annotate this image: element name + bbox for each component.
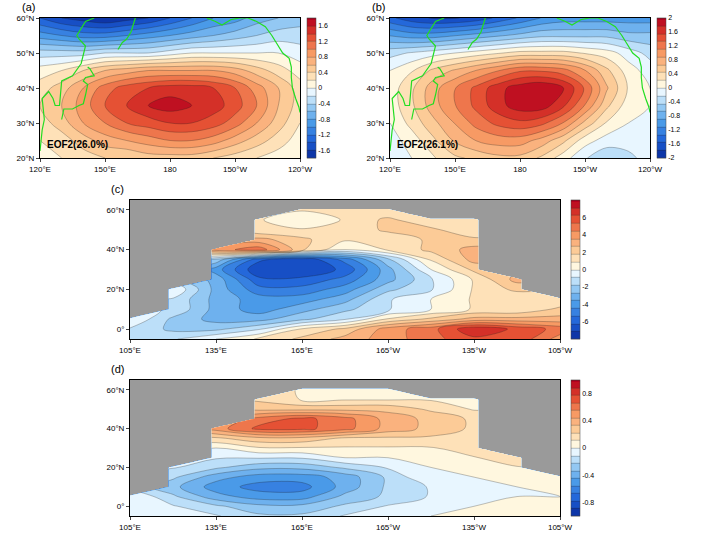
- svg-text:20°N: 20°N: [107, 463, 125, 472]
- svg-text:165°E: 165°E: [291, 523, 313, 532]
- svg-text:0°: 0°: [117, 502, 125, 511]
- svg-text:60°N: 60°N: [107, 386, 125, 395]
- svg-text:20°N: 20°N: [367, 154, 385, 163]
- svg-text:0.4: 0.4: [668, 70, 678, 77]
- svg-text:-0.8: -0.8: [318, 116, 330, 123]
- svg-text:(c): (c): [111, 183, 124, 195]
- svg-text:180: 180: [163, 165, 177, 174]
- svg-text:(a): (a): [22, 1, 35, 13]
- svg-text:30°N: 30°N: [17, 119, 35, 128]
- svg-text:-1.2: -1.2: [668, 126, 680, 133]
- svg-text:165°W: 165°W: [376, 523, 401, 532]
- svg-text:40°N: 40°N: [107, 424, 125, 433]
- svg-text:40°N: 40°N: [367, 84, 385, 93]
- svg-text:20°N: 20°N: [107, 285, 125, 294]
- svg-text:0: 0: [582, 266, 586, 273]
- svg-text:-0.8: -0.8: [582, 499, 594, 506]
- svg-text:120°E: 120°E: [29, 165, 51, 174]
- svg-text:0.4: 0.4: [582, 417, 592, 424]
- svg-text:1.6: 1.6: [668, 28, 678, 35]
- svg-text:EOF2(26.0%): EOF2(26.0%): [47, 139, 108, 150]
- svg-text:150°W: 150°W: [573, 165, 598, 174]
- svg-text:60°N: 60°N: [107, 206, 125, 215]
- svg-text:-0.8: -0.8: [668, 112, 680, 119]
- svg-text:105°E: 105°E: [119, 523, 141, 532]
- svg-text:-4: -4: [582, 301, 588, 308]
- svg-text:40°N: 40°N: [107, 245, 125, 254]
- svg-text:-2: -2: [668, 154, 674, 161]
- svg-text:150°E: 150°E: [94, 165, 116, 174]
- svg-text:0.8: 0.8: [318, 53, 328, 60]
- svg-text:120°E: 120°E: [379, 165, 401, 174]
- svg-text:-1.2: -1.2: [318, 131, 330, 138]
- svg-text:105°E: 105°E: [119, 346, 141, 355]
- svg-text:0: 0: [668, 84, 672, 91]
- svg-text:0.8: 0.8: [668, 56, 678, 63]
- svg-text:-0.4: -0.4: [668, 98, 680, 105]
- svg-text:1.6: 1.6: [318, 22, 328, 29]
- svg-text:135°W: 135°W: [462, 346, 487, 355]
- svg-text:105°W: 105°W: [548, 523, 573, 532]
- svg-text:-0.4: -0.4: [582, 472, 594, 479]
- svg-text:(d): (d): [111, 363, 124, 375]
- svg-text:150°E: 150°E: [444, 165, 466, 174]
- svg-text:135°W: 135°W: [462, 523, 487, 532]
- svg-text:30°N: 30°N: [367, 119, 385, 128]
- svg-text:-2: -2: [582, 283, 588, 290]
- svg-text:105°W: 105°W: [548, 346, 573, 355]
- svg-text:120°W: 120°W: [288, 165, 313, 174]
- svg-text:1.2: 1.2: [668, 42, 678, 49]
- svg-text:150°W: 150°W: [223, 165, 248, 174]
- svg-text:0: 0: [582, 444, 586, 451]
- svg-text:165°E: 165°E: [291, 346, 313, 355]
- svg-text:40°N: 40°N: [17, 84, 35, 93]
- svg-text:2: 2: [668, 14, 672, 21]
- svg-text:2: 2: [582, 249, 586, 256]
- svg-text:6: 6: [582, 214, 586, 221]
- svg-text:0°: 0°: [117, 325, 125, 334]
- svg-text:-0.4: -0.4: [318, 100, 330, 107]
- svg-text:0.4: 0.4: [318, 69, 328, 76]
- svg-text:-1.6: -1.6: [318, 147, 330, 154]
- svg-text:50°N: 50°N: [367, 49, 385, 58]
- svg-text:120°W: 120°W: [638, 165, 663, 174]
- svg-text:60°N: 60°N: [17, 14, 35, 23]
- svg-text:0.8: 0.8: [582, 390, 592, 397]
- svg-text:-6: -6: [582, 318, 588, 325]
- svg-text:-1.6: -1.6: [668, 140, 680, 147]
- svg-text:EOF2(26.1%): EOF2(26.1%): [397, 139, 458, 150]
- svg-text:135°E: 135°E: [205, 346, 227, 355]
- svg-text:20°N: 20°N: [17, 154, 35, 163]
- svg-text:60°N: 60°N: [367, 14, 385, 23]
- svg-text:165°W: 165°W: [376, 346, 401, 355]
- svg-text:4: 4: [582, 231, 586, 238]
- svg-text:50°N: 50°N: [17, 49, 35, 58]
- svg-text:0: 0: [318, 84, 322, 91]
- svg-text:1.2: 1.2: [318, 38, 328, 45]
- svg-text:135°E: 135°E: [205, 523, 227, 532]
- svg-text:180: 180: [513, 165, 527, 174]
- svg-text:(b): (b): [372, 1, 385, 13]
